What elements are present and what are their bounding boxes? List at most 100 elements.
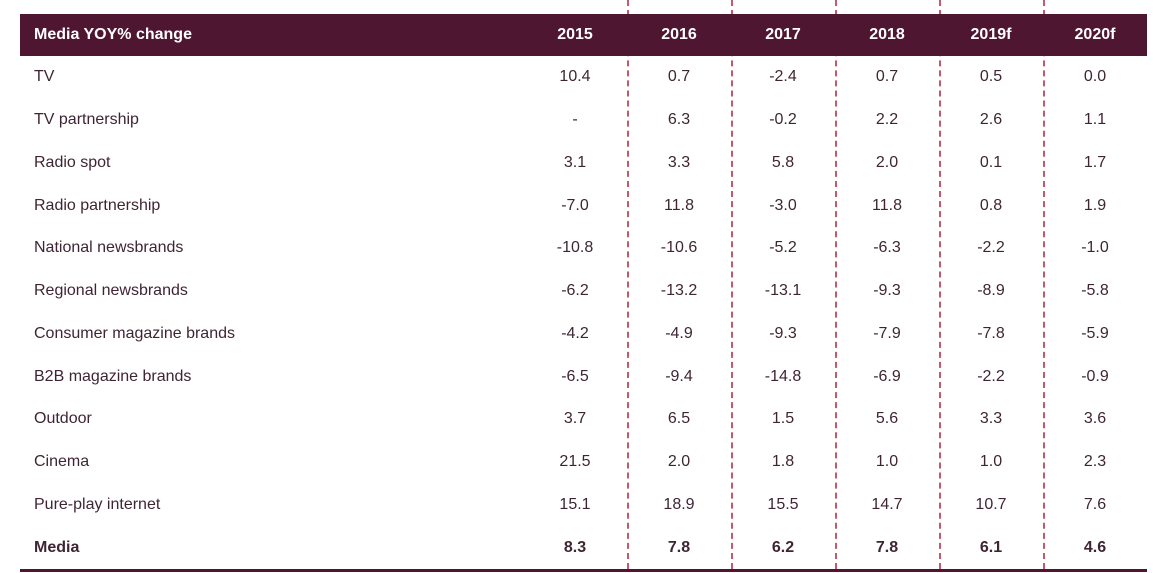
cell-value: -9.3 (873, 282, 901, 300)
cell-value: 6.2 (771, 538, 795, 556)
cell-value: 7.6 (1083, 495, 1107, 513)
cell-value: 3.1 (563, 153, 587, 171)
table-body: TV 10.4 0.7 -2.4 0.7 0.5 0.0 TV partnership -6.3… (20, 56, 1147, 569)
cell-value: -3.0 (769, 196, 797, 214)
row-label: TV partnership (34, 111, 139, 129)
row-label: Radio spot (34, 153, 111, 171)
cell-value: -9.3 (769, 324, 797, 342)
row-label: National newsbrands (34, 239, 184, 257)
cell-value: -2.2 (977, 367, 1005, 385)
cell-value: -5.9 (1081, 324, 1109, 342)
column-header-2018: 2018 (869, 26, 905, 43)
cell-value: 11.8 (664, 196, 694, 214)
column-header-2015: 2015 (557, 26, 593, 43)
row-label: B2B magazine brands (34, 367, 192, 385)
cell-value: 7.8 (667, 538, 691, 556)
row-label: Pure-play internet (34, 495, 161, 513)
cell-value: 3.7 (563, 410, 587, 428)
column-header-2020f: 2020f (1074, 26, 1116, 43)
cell-value: 15.1 (559, 495, 591, 513)
cell-value: 5.8 (771, 153, 795, 171)
cell-value: 8.3 (563, 538, 587, 556)
cell-value: 3.3 (979, 410, 1003, 428)
cell-value: -4.2 (561, 324, 589, 342)
cell-value: -13.1 (764, 282, 802, 300)
cell-value: 0.8 (979, 196, 1003, 214)
cell-value: 2.3 (1083, 453, 1107, 471)
table-row: B2B magazine brands -6.5 -9.4 -14.8 -6.9 -2.2… (20, 355, 1147, 398)
cell-value: 21.5 (559, 453, 591, 471)
cell-value: 1.9 (1083, 196, 1107, 214)
cell-value: 4.6 (1083, 538, 1107, 556)
cell-value: 6.3 (667, 111, 691, 129)
row-label: Cinema (34, 453, 90, 471)
cell-value: 2.2 (875, 111, 899, 129)
cell-value: 1.0 (875, 453, 899, 471)
column-divider (1043, 0, 1045, 569)
cell-value: -2.4 (769, 68, 797, 86)
table-row: Consumer magazine brands -4.2 -4.9 -9.3 -7.9… (20, 313, 1147, 356)
cell-value: 3.6 (1083, 410, 1107, 428)
media-yoy-table: Media YOY% change 2015 2016 2017 2018 20… (20, 0, 1147, 572)
column-header-2017: 2017 (765, 26, 801, 43)
column-divider (939, 0, 941, 569)
cell-value: 1.8 (771, 453, 795, 471)
cell-value: -0.9 (1081, 367, 1109, 385)
table-header: Media YOY% change 2015 2016 2017 2018 20… (20, 14, 1147, 56)
table-row: Media 8.3 7.8 6.2 7.8 6.1 4.6 (20, 526, 1147, 569)
cell-value: 1.0 (979, 453, 1003, 471)
cell-value: -6.3 (873, 239, 901, 257)
cell-value: 3.3 (667, 153, 691, 171)
column-divider (835, 0, 837, 569)
cell-value: 1.7 (1083, 153, 1107, 171)
cell-value: 2.0 (667, 453, 691, 471)
column-divider (627, 0, 629, 569)
cell-value: 2.6 (979, 111, 1003, 129)
row-label: Media (34, 538, 80, 556)
cell-value: 6.5 (667, 410, 691, 428)
table-row: TV 10.4 0.7 -2.4 0.7 0.5 0.0 (20, 56, 1147, 99)
column-header-2019f: 2019f (970, 26, 1012, 43)
table-row: TV partnership - 6.3 -0.2 2.2 2.6 1.1 (20, 99, 1147, 142)
cell-value: 5.6 (875, 410, 899, 428)
cell-value: 0.1 (979, 153, 1003, 171)
cell-value: 10.7 (975, 495, 1007, 513)
cell-value: -0.2 (769, 111, 797, 129)
cell-value: -10.8 (556, 239, 594, 257)
cell-value: -6.5 (561, 367, 589, 385)
cell-value: 15.5 (767, 495, 799, 513)
cell-value: -1.0 (1081, 239, 1109, 257)
cell-value: -9.4 (665, 367, 693, 385)
column-divider (731, 0, 733, 569)
column-header-2016: 2016 (661, 26, 697, 43)
cell-value: 2.0 (875, 153, 899, 171)
cell-value: 0.5 (979, 68, 1003, 86)
cell-value: -14.8 (764, 367, 802, 385)
cell-value: -7.0 (561, 196, 589, 214)
cell-value: -6.9 (873, 367, 901, 385)
table-row: Cinema 21.5 2.0 1.8 1.0 1.0 2.3 (20, 441, 1147, 484)
cell-value: 0.7 (875, 68, 899, 86)
table-row: National newsbrands -10.8 -10.6 -5.2 -6.3 -2.… (20, 227, 1147, 270)
cell-value: 0.7 (667, 68, 691, 86)
cell-value: -2.2 (977, 239, 1005, 257)
cell-value: 10.4 (559, 68, 591, 86)
cell-value: 14.7 (871, 495, 903, 513)
cell-value: -10.6 (660, 239, 698, 257)
table-row: Radio spot 3.1 3.3 5.8 2.0 0.1 1.7 (20, 142, 1147, 185)
cell-value: - (572, 111, 578, 129)
cell-value: 7.8 (875, 538, 899, 556)
cell-value: -8.9 (977, 282, 1005, 300)
cell-value: -5.8 (1081, 282, 1109, 300)
cell-value: 6.1 (979, 538, 1003, 556)
table-row: Regional newsbrands -6.2 -13.2 -13.1 -9.3 -8.… (20, 270, 1147, 313)
row-label: Regional newsbrands (34, 282, 188, 300)
row-label: Consumer magazine brands (34, 324, 235, 342)
cell-value: 0.0 (1083, 68, 1107, 86)
row-label: TV (34, 68, 55, 86)
cell-value: -7.8 (977, 324, 1005, 342)
cell-value: -13.2 (660, 282, 698, 300)
row-label: Outdoor (34, 410, 92, 428)
cell-value: -6.2 (561, 282, 589, 300)
cell-value: 11.8 (872, 196, 902, 214)
